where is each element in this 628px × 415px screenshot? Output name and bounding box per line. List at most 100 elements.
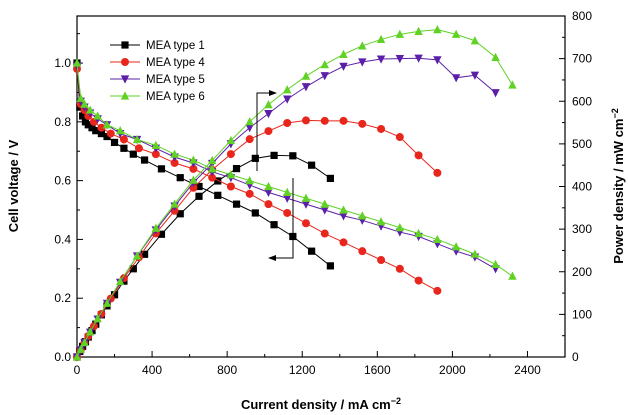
power-point (395, 29, 405, 38)
legend-label: MEA type 5 (146, 74, 205, 86)
x-tick-label: 0 (74, 363, 81, 377)
power-point (270, 151, 278, 159)
voltage-point (76, 93, 85, 102)
legend: MEA type 1 MEA type 4 MEA type 5 MEA type 6 (110, 40, 205, 103)
power-point (433, 56, 442, 65)
legend-marker (121, 41, 129, 49)
power-point (395, 133, 404, 142)
voltage-point (80, 99, 89, 108)
power-point (451, 29, 461, 38)
power-point (376, 55, 386, 64)
power-point (129, 265, 137, 273)
legend-marker (120, 91, 130, 100)
x-axis-title: Current density / mA cm−2 (241, 396, 401, 412)
right-y-tick-label: 200 (572, 265, 592, 279)
voltage-point (85, 105, 95, 114)
power-point (308, 161, 316, 169)
legend-entry: MEA type 1 (110, 40, 205, 52)
arrow-to-left-axis (268, 178, 294, 261)
voltage-point (470, 249, 480, 258)
left-y-tick-label: 0.8 (54, 115, 71, 129)
series-mea-type-1 (73, 59, 334, 361)
voltage-point (93, 111, 102, 120)
voltage-point (97, 123, 106, 132)
right-y-tick-label: 800 (572, 9, 592, 23)
power-point (264, 110, 273, 119)
voltage-point (301, 200, 311, 209)
power-point (226, 150, 235, 159)
voltage-point (189, 164, 198, 173)
power-point (110, 291, 119, 299)
voltage-point (326, 262, 334, 270)
power-point (72, 352, 82, 361)
voltage-point (151, 150, 160, 159)
voltage-point (92, 127, 100, 135)
legend-entry: MEA type 5 (110, 74, 205, 86)
voltage-point (264, 181, 273, 191)
voltage-point (283, 208, 292, 217)
voltage-point (433, 286, 442, 295)
voltage-point (414, 276, 423, 285)
voltage-point (377, 255, 386, 264)
power-point (339, 62, 348, 71)
power-point (132, 251, 142, 260)
arrow-to-right-axis (256, 90, 277, 171)
voltage-point (264, 188, 273, 197)
power-point (283, 95, 292, 104)
left-y-tick-label: 0.6 (54, 174, 71, 188)
voltage-point (134, 144, 143, 153)
power-point (189, 175, 198, 184)
voltage-point (395, 223, 405, 232)
left-y-tick-label: 1.0 (54, 56, 71, 70)
voltage-point (195, 182, 203, 191)
legend-marker (121, 58, 129, 66)
power-point (414, 26, 423, 35)
power-point (93, 314, 102, 323)
voltage-point (264, 200, 273, 209)
voltage-point (79, 112, 87, 120)
power-point (395, 55, 405, 64)
voltage-point (189, 155, 198, 164)
legend-label: MEA type 1 (146, 40, 205, 52)
power-point (251, 154, 259, 162)
power-point (207, 155, 217, 165)
power-point (414, 151, 423, 160)
x-tick-label: 1200 (289, 363, 316, 377)
power-point (433, 168, 442, 177)
power-point (376, 34, 386, 44)
voltage-point (102, 120, 112, 129)
voltage-point (214, 191, 222, 199)
power-point (283, 118, 292, 127)
legend-entry: MEA type 4 (110, 57, 205, 69)
x-tick-label: 2400 (514, 363, 541, 377)
voltage-point (358, 247, 367, 256)
voltage-point (97, 129, 105, 138)
voltage-point (170, 149, 179, 158)
power-point (508, 80, 517, 89)
power-point (195, 192, 203, 200)
voltage-point (72, 58, 82, 67)
voltage-point (508, 271, 517, 280)
power-line (76, 29, 513, 358)
right-y-tick-label: 300 (572, 222, 592, 236)
power-point (245, 124, 254, 133)
voltage-point (208, 173, 217, 182)
voltage-point (132, 134, 142, 144)
voltage-point (339, 205, 348, 214)
power-point (320, 116, 329, 125)
voltage-point (301, 193, 311, 202)
power-point (414, 54, 423, 63)
power-point (358, 41, 367, 50)
power-point (339, 116, 348, 125)
power-point (264, 100, 273, 109)
voltage-point (433, 234, 442, 244)
right-y-tick-label: 400 (572, 180, 592, 194)
power-point (283, 85, 292, 94)
axis-ticks (76, 15, 565, 358)
voltage-point (140, 156, 149, 164)
voltage-point (157, 165, 166, 173)
power-point (264, 127, 273, 136)
power-point (232, 164, 241, 173)
right-y-tick-label: 600 (572, 94, 592, 108)
right-y-tick-label: 0 (572, 350, 579, 364)
